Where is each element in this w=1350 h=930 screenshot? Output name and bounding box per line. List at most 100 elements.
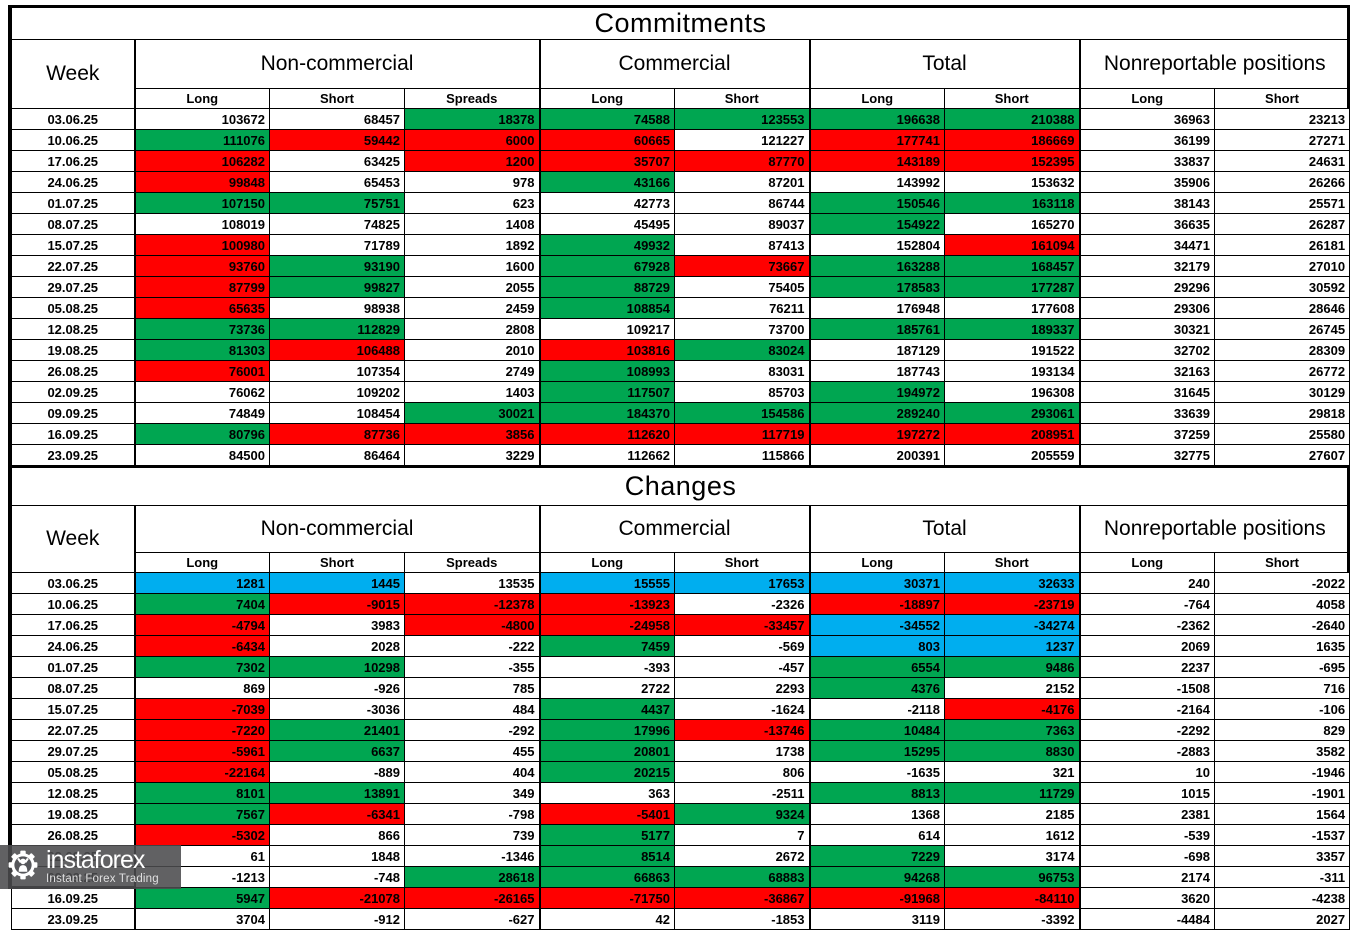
value-cell: -9015 xyxy=(269,593,405,615)
week-cell: 17.06.25 xyxy=(11,614,135,636)
value-cell: -1901 xyxy=(1213,782,1350,804)
value-cell: 11729 xyxy=(944,782,1080,804)
value-cell: 866 xyxy=(269,824,405,846)
value-cell: -21078 xyxy=(269,887,405,909)
value-cell: 455 xyxy=(404,740,540,762)
value-cell: 716 xyxy=(1213,677,1350,699)
value-cell: -292 xyxy=(404,719,540,741)
value-cell: 4437 xyxy=(538,698,675,720)
value-cell: 1600 xyxy=(404,255,540,277)
value-cell: 349 xyxy=(404,782,540,804)
value-cell: 21401 xyxy=(269,719,405,741)
value-cell: 3704 xyxy=(133,908,270,930)
value-cell: -5302 xyxy=(133,824,270,846)
value-cell: -18897 xyxy=(808,593,945,615)
value-cell: 6637 xyxy=(269,740,405,762)
value-cell: 117507 xyxy=(538,381,675,403)
week-cell: 23.09.25 xyxy=(11,908,135,930)
value-cell: 117719 xyxy=(674,423,810,445)
value-cell: 205559 xyxy=(944,444,1080,466)
value-cell: -222 xyxy=(404,635,540,657)
value-cell: 143189 xyxy=(808,150,945,172)
value-cell: 1368 xyxy=(808,803,945,825)
value-cell: -12378 xyxy=(404,593,540,615)
value-cell: 28309 xyxy=(1213,339,1350,361)
value-cell: 76062 xyxy=(133,381,270,403)
value-cell: 71789 xyxy=(269,234,405,256)
column-header-long: Long xyxy=(133,88,270,109)
column-header-long: Long xyxy=(808,552,945,573)
value-cell: -5401 xyxy=(538,803,675,825)
value-cell: 2174 xyxy=(1078,866,1215,888)
value-cell: 3983 xyxy=(269,614,405,636)
value-cell: 115866 xyxy=(674,444,810,466)
week-cell: 03.06.25 xyxy=(11,108,135,130)
value-cell: 1848 xyxy=(269,845,405,867)
value-cell: 15555 xyxy=(538,572,675,594)
value-cell: 30592 xyxy=(1213,276,1350,298)
value-cell: 2672 xyxy=(674,845,810,867)
value-cell: 73736 xyxy=(133,318,270,340)
week-cell: 22.07.25 xyxy=(11,255,135,277)
value-cell: 93760 xyxy=(133,255,270,277)
value-cell: 13535 xyxy=(404,572,540,594)
value-cell: 29306 xyxy=(1078,297,1215,319)
value-cell: 2381 xyxy=(1078,803,1215,825)
week-cell: 16.09.25 xyxy=(11,887,135,909)
week-column-header: Week xyxy=(11,505,135,573)
value-cell: 32702 xyxy=(1078,339,1215,361)
week-cell: 08.07.25 xyxy=(11,677,135,699)
value-cell: 73700 xyxy=(674,318,810,340)
column-header-spreads: Spreads xyxy=(404,552,540,573)
value-cell: 87201 xyxy=(674,171,810,193)
value-cell: 108854 xyxy=(538,297,675,319)
value-cell: -1537 xyxy=(1213,824,1350,846)
week-column-header: Week xyxy=(11,39,135,109)
value-cell: 34471 xyxy=(1078,234,1215,256)
value-cell: 2185 xyxy=(944,803,1080,825)
value-cell: 29296 xyxy=(1078,276,1215,298)
value-cell: 10 xyxy=(1078,761,1215,783)
value-cell: 121227 xyxy=(674,129,810,151)
value-cell: -33457 xyxy=(674,614,810,636)
value-cell: 84500 xyxy=(133,444,270,466)
week-cell: 16.09.25 xyxy=(11,423,135,445)
value-cell: -926 xyxy=(269,677,405,699)
value-cell: 9486 xyxy=(944,656,1080,678)
value-cell: 30321 xyxy=(1078,318,1215,340)
value-cell: -2164 xyxy=(1078,698,1215,720)
value-cell: -4794 xyxy=(133,614,270,636)
value-cell: -2511 xyxy=(674,782,810,804)
value-cell: 2055 xyxy=(404,276,540,298)
column-header-short: Short xyxy=(944,88,1080,109)
value-cell: 26266 xyxy=(1213,171,1350,193)
week-cell: 15.07.25 xyxy=(11,234,135,256)
week-cell: 05.08.25 xyxy=(11,761,135,783)
value-cell: 177287 xyxy=(944,276,1080,298)
value-cell: 2459 xyxy=(404,297,540,319)
value-cell: -1853 xyxy=(674,908,810,930)
value-cell: 2028 xyxy=(269,635,405,657)
week-cell: 26.08.25 xyxy=(11,360,135,382)
value-cell: 108454 xyxy=(269,402,405,424)
group-header-nonreportable-positions: Nonreportable positions xyxy=(1078,39,1350,89)
value-cell: 87799 xyxy=(133,276,270,298)
value-cell: 99827 xyxy=(269,276,405,298)
value-cell: 2237 xyxy=(1078,656,1215,678)
value-cell: 100980 xyxy=(133,234,270,256)
value-cell: 26287 xyxy=(1213,213,1350,235)
value-cell: -1508 xyxy=(1078,677,1215,699)
value-cell: 2069 xyxy=(1078,635,1215,657)
value-cell: 803 xyxy=(808,635,945,657)
value-cell: 26181 xyxy=(1213,234,1350,256)
value-cell: 3357 xyxy=(1213,845,1350,867)
value-cell: 123553 xyxy=(674,108,810,130)
value-cell: -23719 xyxy=(944,593,1080,615)
week-cell: 19.08.25 xyxy=(11,339,135,361)
value-cell: 154922 xyxy=(808,213,945,235)
value-cell: 20801 xyxy=(538,740,675,762)
week-cell: 12.08.25 xyxy=(11,782,135,804)
value-cell: 26745 xyxy=(1213,318,1350,340)
value-cell: 3856 xyxy=(404,423,540,445)
section-title: Commitments xyxy=(10,8,1350,40)
